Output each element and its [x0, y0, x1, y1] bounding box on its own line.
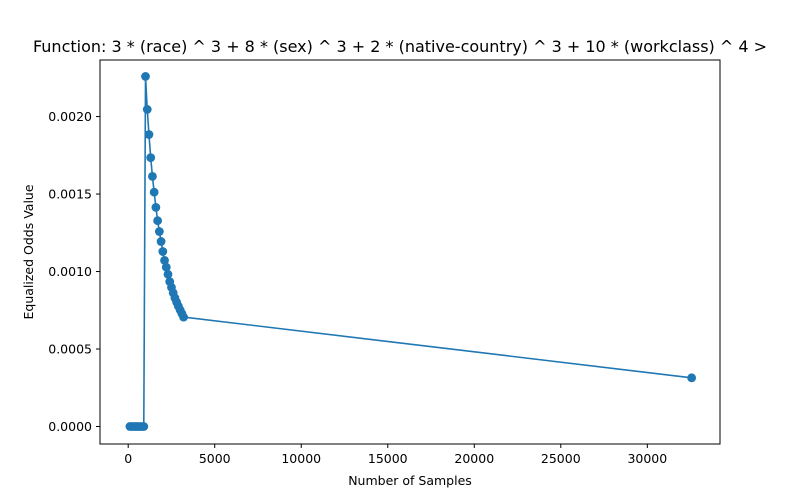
x-axis-ticks: 0 5000 10000 15000 20000 25000 30000 [124, 444, 667, 466]
data-point [160, 255, 169, 265]
x-tick-label: 0 [124, 451, 132, 466]
plot-area [125, 72, 697, 431]
data-point [139, 422, 149, 431]
data-point [158, 247, 168, 256]
data-point [156, 237, 166, 246]
x-tick-label: 5000 [199, 451, 231, 466]
x-tick-label: 25000 [541, 451, 581, 466]
y-tick-label: 0.0005 [48, 342, 92, 357]
data-point [144, 130, 154, 139]
x-tick-label: 10000 [281, 451, 321, 466]
data-point [142, 105, 152, 114]
data-point [151, 202, 161, 212]
data-point [179, 312, 188, 322]
data-point [146, 153, 156, 163]
data-point [687, 373, 697, 383]
x-tick-label: 20000 [454, 451, 494, 466]
data-point [149, 187, 159, 197]
x-tick-label: 30000 [627, 451, 667, 466]
series-line [129, 75, 692, 428]
x-tick-label: 15000 [368, 451, 408, 466]
y-axis-ticks: 0.0000 0.0005 0.0010 0.0015 0.0020 [48, 109, 100, 434]
data-point [154, 227, 164, 236]
data-point [153, 216, 163, 226]
x-axis-label: Number of Samples [348, 473, 472, 488]
plot-frame [99, 59, 721, 445]
data-point [161, 262, 171, 272]
y-axis-label: Equalized Odds Value [21, 184, 36, 319]
data-point [141, 72, 150, 81]
data-point [163, 269, 173, 279]
y-tick-label: 0.0020 [48, 109, 92, 124]
y-tick-label: 0.0000 [48, 419, 92, 434]
y-tick-label: 0.0015 [48, 187, 92, 202]
y-tick-label: 0.0010 [48, 264, 92, 279]
chart-title: Function: 3 * (race) ^ 3 + 8 * (sex) ^ 3… [33, 37, 767, 56]
data-point [148, 171, 157, 181]
